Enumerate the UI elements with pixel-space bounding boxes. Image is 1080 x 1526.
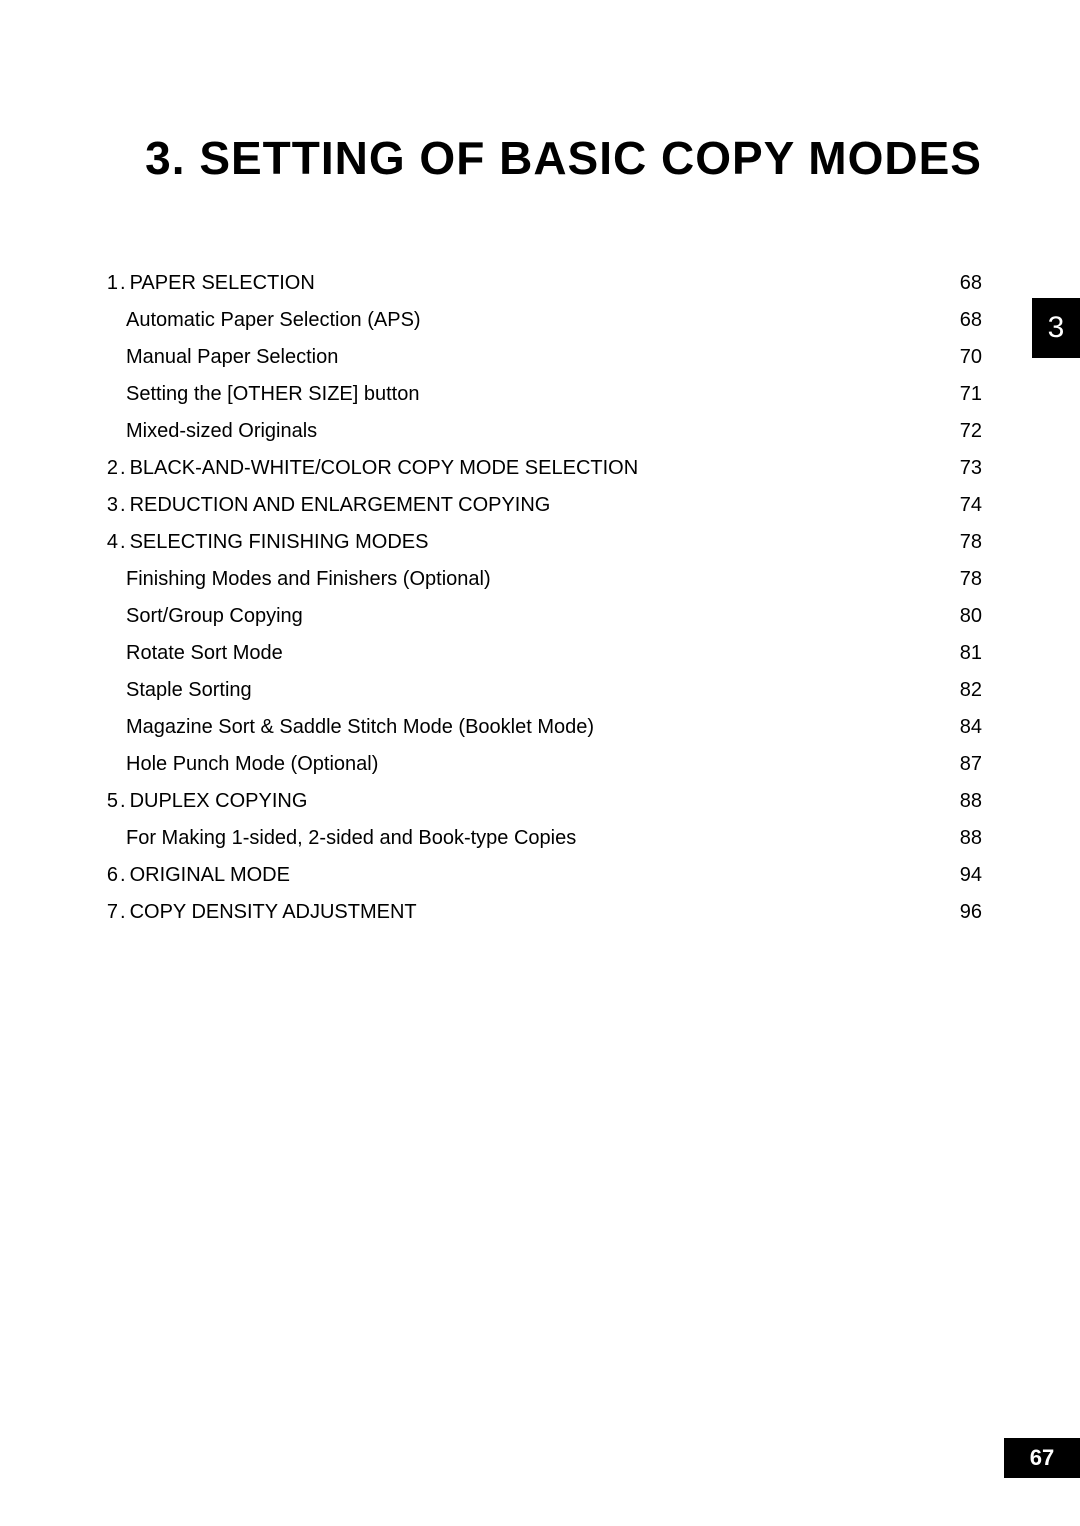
toc-entry-num-sep: .	[120, 527, 126, 558]
chapter-tab-label: 3	[1048, 311, 1065, 345]
toc-entry-label: Rotate Sort Mode	[126, 638, 283, 669]
toc-entry-label: Magazine Sort & Saddle Stitch Mode (Book…	[126, 712, 594, 743]
toc-entry-label: DUPLEX COPYING	[130, 786, 308, 817]
toc-entry-num-sep: .	[120, 786, 126, 817]
toc-entry-page: 74	[960, 490, 982, 521]
toc-entry-page: 87	[960, 749, 982, 780]
toc-entry-num-sep: .	[120, 860, 126, 891]
toc-entry[interactable]: Finishing Modes and Finishers (Optional)…	[90, 564, 982, 595]
toc-entry-number: 3	[90, 490, 118, 521]
toc-entry[interactable]: Automatic Paper Selection (APS) 68	[90, 305, 982, 336]
toc-entry-num-sep: .	[120, 897, 126, 928]
toc-entry-page: 88	[960, 823, 982, 854]
toc-entry-number: 1	[90, 268, 118, 299]
toc-entry[interactable]: 4.SELECTING FINISHING MODES 78	[90, 527, 982, 558]
toc-entry-label: SELECTING FINISHING MODES	[130, 527, 429, 558]
toc-entry-label: Hole Punch Mode (Optional)	[126, 749, 378, 780]
page: 3. SETTING OF BASIC COPY MODES 3 1.PAPER…	[0, 0, 1080, 1526]
toc-entry-label: For Making 1-sided, 2-sided and Book-typ…	[126, 823, 576, 854]
toc-entry[interactable]: 2.BLACK-AND-WHITE/COLOR COPY MODE SELECT…	[90, 453, 982, 484]
toc-entry[interactable]: Mixed-sized Originals 72	[90, 416, 982, 447]
toc-entry[interactable]: 6.ORIGINAL MODE 94	[90, 860, 982, 891]
toc-entry[interactable]: Setting the [OTHER SIZE] button 71	[90, 379, 982, 410]
toc-entry-page: 70	[960, 342, 982, 373]
toc-entry-number: 7	[90, 897, 118, 928]
toc-entry[interactable]: For Making 1-sided, 2-sided and Book-typ…	[90, 823, 982, 854]
toc-entry[interactable]: 7.COPY DENSITY ADJUSTMENT 96	[90, 897, 982, 928]
toc-entry[interactable]: Sort/Group Copying 80	[90, 601, 982, 632]
toc-entry-page: 73	[960, 453, 982, 484]
toc-entry-page: 80	[960, 601, 982, 632]
toc-entry-num-sep: .	[120, 490, 126, 521]
toc-entry-number: 5	[90, 786, 118, 817]
toc-entry-page: 68	[960, 268, 982, 299]
toc-entry-label: Manual Paper Selection	[126, 342, 338, 373]
toc-entry[interactable]: Hole Punch Mode (Optional) 87	[90, 749, 982, 780]
toc-entry-label: PAPER SELECTION	[130, 268, 315, 299]
toc-entry-page: 81	[960, 638, 982, 669]
toc-entry-page: 78	[960, 564, 982, 595]
table-of-contents: 1.PAPER SELECTION68Automatic Paper Selec…	[90, 268, 990, 928]
toc-entry-label: Sort/Group Copying	[126, 601, 303, 632]
toc-entry-num-sep: .	[120, 453, 126, 484]
toc-entry-page: 72	[960, 416, 982, 447]
toc-entry-label: REDUCTION AND ENLARGEMENT COPYING	[130, 490, 551, 521]
page-number-label: 67	[1030, 1445, 1054, 1471]
toc-entry-label: Setting the [OTHER SIZE] button	[126, 379, 419, 410]
toc-entry-label: COPY DENSITY ADJUSTMENT	[130, 897, 417, 928]
toc-entry-label: Mixed-sized Originals	[126, 416, 317, 447]
toc-entry[interactable]: Manual Paper Selection 70	[90, 342, 982, 373]
toc-entry[interactable]: 1.PAPER SELECTION 68	[90, 268, 982, 299]
chapter-title: 3. SETTING OF BASIC COPY MODES	[90, 130, 990, 188]
toc-entry-page: 71	[960, 379, 982, 410]
chapter-tab: 3	[1032, 298, 1080, 358]
toc-entry[interactable]: Rotate Sort Mode 81	[90, 638, 982, 669]
toc-entry-number: 6	[90, 860, 118, 891]
toc-entry-page: 82	[960, 675, 982, 706]
toc-entry-label: BLACK-AND-WHITE/COLOR COPY MODE SELECTIO…	[130, 453, 639, 484]
page-number-box: 67	[1004, 1438, 1080, 1478]
toc-entry-page: 96	[960, 897, 982, 928]
toc-entry-label: Staple Sorting	[126, 675, 252, 706]
toc-entry[interactable]: 3.REDUCTION AND ENLARGEMENT COPYING 74	[90, 490, 982, 521]
toc-entry-num-sep: .	[120, 268, 126, 299]
toc-entry-label: ORIGINAL MODE	[130, 860, 290, 891]
toc-entry-page: 88	[960, 786, 982, 817]
toc-entry-label: Finishing Modes and Finishers (Optional)	[126, 564, 491, 595]
toc-entry-number: 2	[90, 453, 118, 484]
toc-entry-page: 68	[960, 305, 982, 336]
toc-entry-number: 4	[90, 527, 118, 558]
toc-entry-label: Automatic Paper Selection (APS)	[126, 305, 421, 336]
toc-entry-page: 78	[960, 527, 982, 558]
toc-entry[interactable]: Magazine Sort & Saddle Stitch Mode (Book…	[90, 712, 982, 743]
toc-entry-page: 84	[960, 712, 982, 743]
toc-entry-page: 94	[960, 860, 982, 891]
toc-entry[interactable]: 5.DUPLEX COPYING 88	[90, 786, 982, 817]
toc-entry[interactable]: Staple Sorting 82	[90, 675, 982, 706]
